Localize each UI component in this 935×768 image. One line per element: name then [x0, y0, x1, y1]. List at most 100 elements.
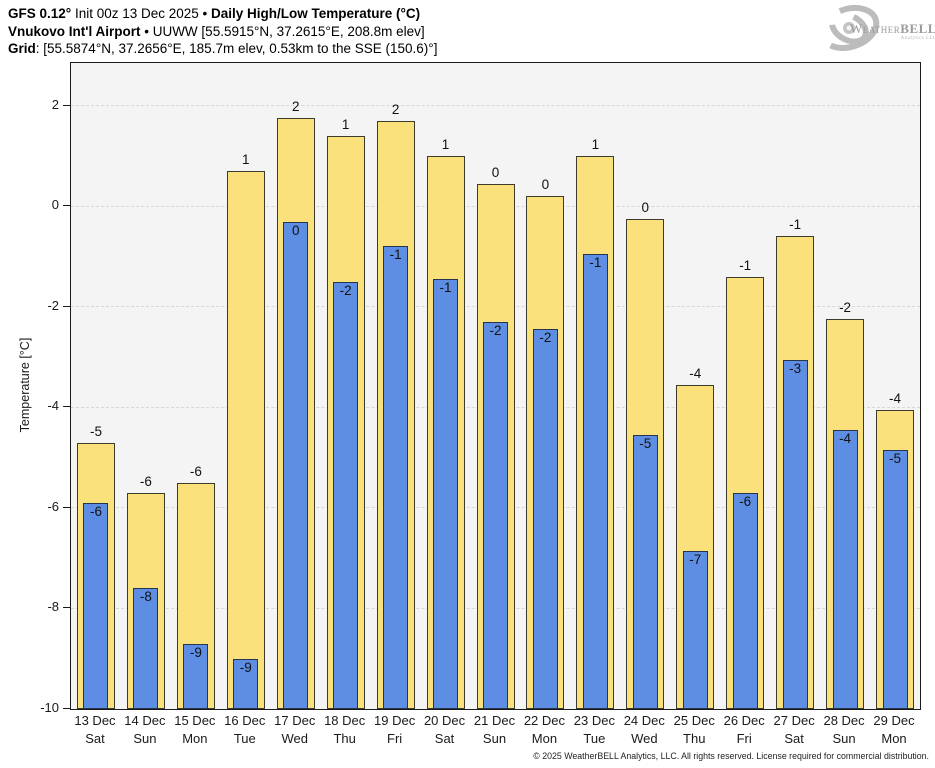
high-value-label: -6 [139, 473, 152, 489]
x-tick-weekday: Fri [387, 731, 403, 746]
low-value-label: -9 [239, 659, 252, 675]
x-tick-weekday: Thu [683, 731, 706, 746]
low-value-label: -3 [789, 360, 802, 376]
low-value-label: 0 [291, 223, 300, 239]
high-value-label: 1 [441, 137, 450, 152]
x-tick-label: 26 Dec Fri [714, 712, 774, 748]
low-temp-bar [283, 222, 309, 709]
high-temp-bar [576, 156, 615, 709]
logo-text-bell: BELL [900, 21, 935, 36]
high-value-label: 2 [391, 101, 400, 117]
low-temp-bar [832, 429, 858, 709]
x-tick-date: 27 Dec [773, 713, 815, 728]
low-value-label: -1 [389, 247, 402, 263]
low-temp-bar [632, 435, 658, 709]
high-value-label: -5 [89, 423, 102, 439]
low-temp-bar [782, 359, 808, 709]
y-tick-mark [63, 708, 70, 709]
low-value-label: -2 [339, 282, 352, 298]
x-tick-weekday: Sun [133, 731, 157, 746]
x-tick-date: 29 Dec [873, 713, 915, 728]
y-tick-mark [63, 506, 70, 508]
low-value-label: -9 [189, 644, 202, 660]
x-tick-weekday: Wed [281, 731, 308, 746]
x-tick-date: 15 Dec [174, 713, 216, 728]
low-value-label: -2 [539, 330, 552, 346]
x-tick-date: 22 Dec [523, 713, 566, 728]
x-tick-weekday: Tue [583, 731, 606, 746]
x-tick-date: 24 Dec [623, 713, 665, 728]
high-value-label: 2 [291, 99, 300, 115]
low-value-label: -2 [489, 322, 502, 338]
x-tick-weekday: Sat [85, 731, 105, 746]
x-tick-weekday: Sun [832, 731, 856, 746]
low-value-label: -6 [89, 503, 102, 519]
y-tick-label: -2 [47, 297, 59, 313]
x-tick-label: 16 Dec Tue [215, 712, 275, 748]
x-tick-date: 18 Dec [324, 713, 366, 728]
high-value-label: -6 [189, 463, 202, 479]
high-value-label: 0 [541, 177, 550, 193]
x-tick-label: 22 Dec Mon [514, 712, 574, 748]
y-tick-label: -8 [47, 599, 59, 615]
x-tick-date: 13 Dec [74, 713, 116, 728]
low-temp-bar [732, 492, 758, 709]
high-value-label: 0 [491, 164, 500, 180]
x-tick-weekday: Tue [233, 731, 256, 746]
high-temp-bar [226, 171, 265, 709]
x-tick-date: 23 Dec [573, 713, 615, 728]
grid-line [71, 105, 920, 107]
high-value-label: -2 [839, 300, 852, 316]
low-temp-bar [233, 658, 259, 709]
low-value-label: -8 [139, 589, 152, 605]
low-value-label: -1 [589, 255, 602, 271]
copyright-notice: © 2025 WeatherBELL Analytics, LLC. All r… [533, 751, 929, 761]
x-tick-label: 25 Dec Thu [664, 712, 724, 748]
y-tick-label: 2 [51, 96, 59, 112]
high-value-label: 1 [242, 152, 250, 168]
weatherbell-logo: WeatherBELL Analytics LLC [816, 2, 935, 54]
x-tick-label: 13 Dec Sat [65, 712, 125, 748]
grid-label: Grid [8, 41, 36, 56]
station-coords: • UUWW [55.5915°N, 37.2615°E, 208.8m ele… [140, 23, 425, 39]
x-tick-weekday: Thu [333, 731, 356, 746]
high-value-label: 0 [641, 199, 650, 215]
low-value-label: -6 [739, 493, 752, 509]
chart-header: GFS 0.12° Init 00z 13 Dec 2025 • Daily H… [8, 5, 437, 58]
y-tick-label: -4 [47, 398, 59, 414]
x-tick-date: 20 Dec [423, 713, 466, 728]
high-value-label: -1 [739, 257, 752, 273]
low-value-label: -5 [639, 436, 652, 451]
x-tick-label: 28 Dec Sun [814, 712, 874, 748]
x-tick-date: 14 Dec [124, 713, 166, 728]
x-tick-label: 19 Dec Fri [365, 712, 425, 748]
x-tick-label: 17 Dec Wed [265, 712, 325, 748]
x-tick-label: 15 Dec Mon [165, 712, 225, 748]
station-name: Vnukovo Int'l Airport [8, 23, 141, 39]
x-tick-date: 16 Dec [224, 713, 266, 728]
x-tick-label: 29 Dec Mon [864, 712, 924, 748]
x-tick-label: 20 Dec Sat [415, 712, 475, 748]
x-tick-date: 25 Dec [673, 713, 715, 728]
x-tick-label: 18 Dec Thu [315, 712, 375, 748]
hurricane-swirl-icon [818, 4, 880, 52]
low-temp-bar [882, 450, 908, 709]
x-tick-weekday: Sat [784, 731, 804, 746]
logo-subtext: Analytics LLC [900, 36, 935, 41]
grid-coords: : [55.5874°N, 37.2656°E, 185.7m elev, 0.… [35, 41, 438, 56]
plot-area: -5 -6 -6 -8 -6 -9 1 -9 2 0 1 -2 2 -1 1 -1 0 -2 0 -2 1 -1 0 -5 -4… [70, 62, 921, 710]
low-temp-bar [83, 502, 109, 709]
y-tick-mark [63, 607, 70, 609]
y-tick-label: 0 [51, 197, 59, 213]
high-value-label: -1 [789, 217, 802, 233]
x-tick-label: 23 Dec Tue [564, 712, 624, 748]
high-value-label: 1 [591, 137, 600, 152]
low-temp-bar [483, 321, 508, 709]
x-tick-weekday: Mon [182, 731, 208, 746]
x-tick-weekday: Sat [434, 731, 455, 746]
y-tick-mark [63, 205, 70, 207]
low-temp-bar [582, 254, 608, 709]
header-line-3: Grid: [55.5874°N, 37.2656°E, 185.7m elev… [8, 40, 437, 58]
x-tick-date: 21 Dec [473, 713, 516, 728]
y-tick-label: -6 [47, 498, 59, 514]
